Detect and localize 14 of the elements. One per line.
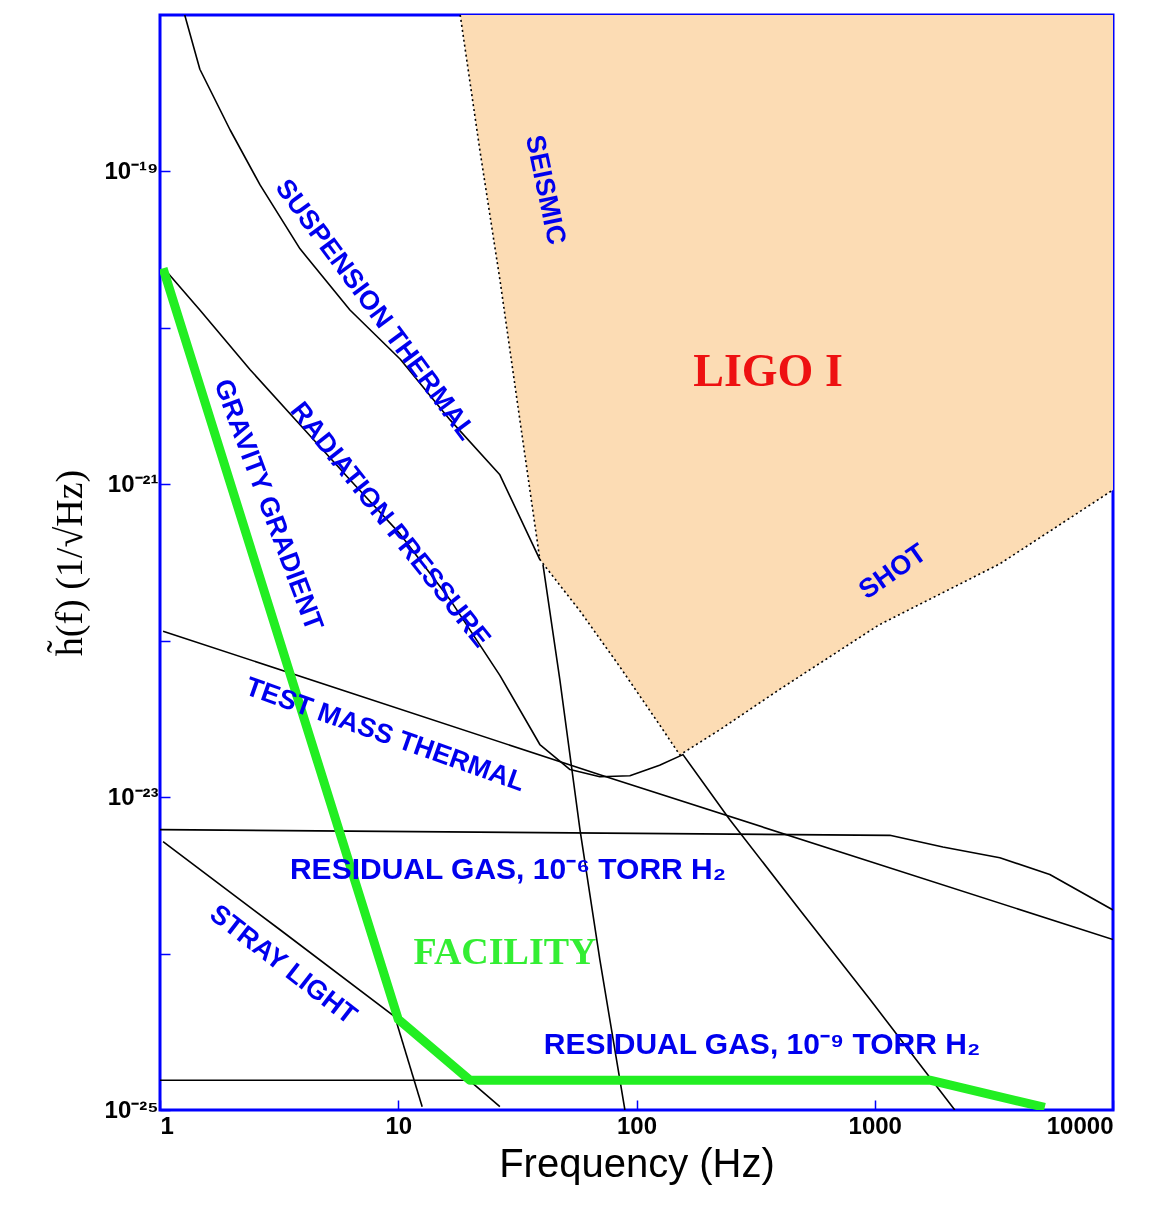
annotation: FACILITY	[413, 930, 597, 972]
annotation: LIGO I	[693, 345, 843, 396]
y-tick-label: 10⁻²¹	[107, 469, 159, 497]
y-tick-label: 10⁻²³	[107, 782, 159, 810]
y-axis-title: h̃(f) (1/√Hz)	[47, 469, 92, 657]
x-tick-label: 1	[160, 1111, 174, 1139]
x-tick-label: 100	[616, 1111, 658, 1139]
x-tick-label: 10	[385, 1111, 413, 1139]
x-tick-label: 10000	[1046, 1111, 1114, 1139]
x-axis-title: Frequency (Hz)	[499, 1140, 775, 1185]
annotation: SEISMIC	[519, 132, 573, 248]
x-tick-label: 1000	[848, 1111, 902, 1139]
y-tick-label: 10⁻¹⁹	[104, 156, 159, 184]
y-tick-label: 10⁻²⁵	[104, 1095, 159, 1123]
